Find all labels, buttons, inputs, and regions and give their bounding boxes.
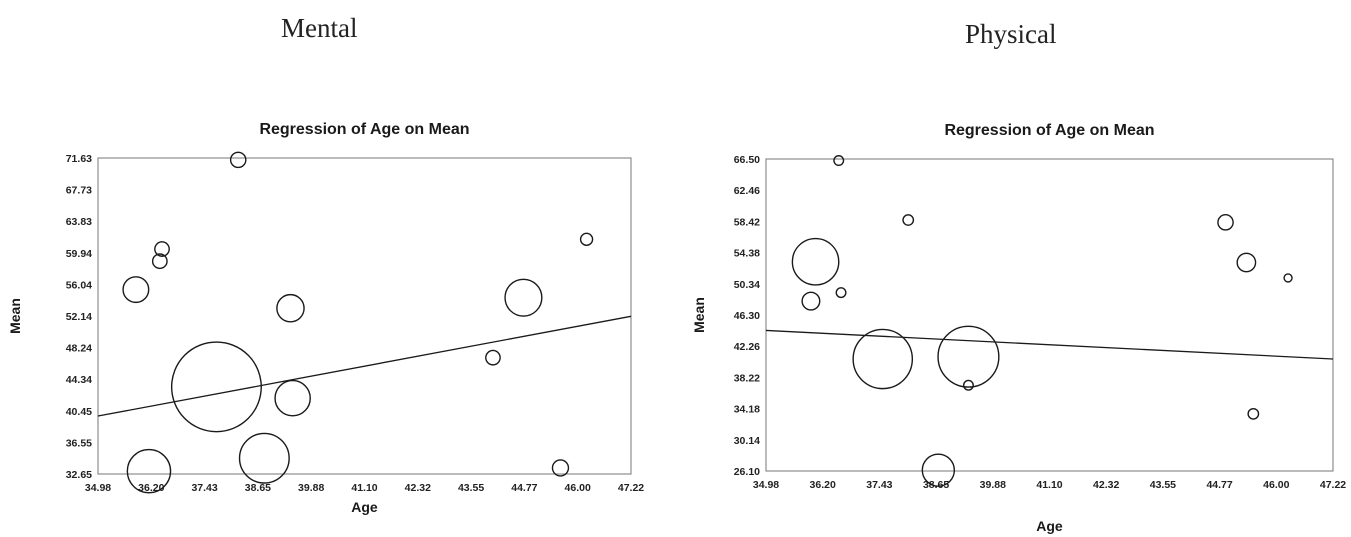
physical-regression-line	[765, 329, 1334, 360]
mental-x-tick-label: 41.10	[351, 482, 377, 494]
mental-y-tick-label: 52.14	[66, 311, 92, 323]
physical-y-tick-label: 54.38	[734, 248, 760, 260]
physical-x-tick-label: 37.43	[866, 479, 892, 491]
physical-data-point	[1283, 273, 1293, 283]
physical-x-tick-label: 44.77	[1206, 479, 1232, 491]
mental-y-tick-label: 40.45	[66, 406, 92, 418]
physical-y-tick-label: 26.10	[734, 466, 760, 478]
mental-y-axis-label: Mean	[7, 298, 23, 334]
physical-heading: Physical	[965, 19, 1057, 49]
mental-regression-line	[97, 315, 632, 417]
physical-x-tick-label: 39.88	[980, 479, 1006, 491]
mental-data-point	[274, 379, 311, 417]
mental-y-tick-label: 59.94	[66, 248, 92, 260]
mental-plot-area	[97, 157, 632, 475]
physical-x-tick-label: 34.98	[753, 479, 779, 491]
physical-x-axis: 34.98 36.20 37.43 38.65 39.88 41.10 42.32 43.55…	[753, 479, 1346, 491]
mental-data-point	[551, 459, 570, 477]
mental-x-tick-label: 38.65	[245, 482, 271, 494]
physical-y-tick-label: 66.50	[734, 154, 760, 166]
mental-x-tick-label: 44.77	[511, 482, 537, 494]
physical-x-tick-label: 43.55	[1150, 479, 1176, 491]
physical-y-tick-label: 46.30	[734, 310, 760, 322]
mental-y-tick-label: 32.65	[66, 469, 92, 481]
physical-x-tick-label: 47.22	[1320, 479, 1346, 491]
physical-y-tick-label: 58.42	[734, 216, 760, 228]
mental-x-tick-label: 37.43	[191, 482, 217, 494]
mental-data-point	[504, 278, 543, 317]
physical-x-tick-label: 36.20	[810, 479, 836, 491]
physical-data-point	[1217, 214, 1234, 231]
physical-x-tick-label: 42.32	[1093, 479, 1119, 491]
mental-data-point	[229, 151, 247, 169]
physical-data-point	[852, 328, 914, 390]
mental-heading: Mental	[281, 13, 358, 43]
physical-y-tick-label: 62.46	[734, 185, 760, 197]
mental-data-point	[238, 432, 290, 484]
physical-data-point	[835, 287, 847, 299]
mental-data-point	[485, 349, 501, 366]
mental-y-tick-label: 36.55	[66, 437, 92, 449]
physical-x-tick-label: 41.10	[1036, 479, 1062, 491]
physical-x-tick-label: 46.00	[1263, 479, 1289, 491]
mental-data-point	[170, 341, 262, 433]
physical-data-point	[1236, 252, 1257, 273]
mental-x-tick-label: 42.32	[405, 482, 431, 494]
physical-y-tick-label: 42.26	[734, 341, 760, 353]
physical-data-point	[962, 379, 974, 391]
physical-y-axis: 26.10 30.14 34.18 38.22 42.26 46.30 50.34 54.38…	[734, 154, 760, 478]
mental-x-tick-label: 47.22	[618, 482, 644, 494]
mental-y-axis: 32.65 36.55 40.45 44.34 48.24 52.14 56.04 59.94…	[66, 153, 92, 481]
mental-bubbles	[122, 151, 594, 494]
mental-chart-title: Regression of Age on Mean	[259, 121, 469, 138]
mental-y-tick-label: 67.73	[66, 185, 92, 197]
mental-x-tick-label: 43.55	[458, 482, 484, 494]
mental-data-point	[151, 253, 168, 270]
mental-x-tick-label: 34.98	[85, 482, 111, 494]
mental-y-tick-label: 63.83	[66, 216, 92, 228]
mental-data-point	[579, 232, 594, 247]
physical-bubbles	[791, 155, 1293, 487]
physical-y-tick-label: 38.22	[734, 372, 760, 384]
physical-data-point	[902, 214, 915, 226]
physical-chart-title: Regression of Age on Mean	[944, 122, 1154, 139]
mental-data-point	[276, 293, 305, 323]
physical-y-axis-label: Mean	[691, 297, 707, 333]
physical-data-point	[921, 453, 956, 487]
physical-data-point	[937, 325, 1000, 388]
mental-data-point	[122, 276, 150, 304]
mental-data-point	[126, 448, 172, 494]
physical-x-axis-label: Age	[1036, 518, 1063, 534]
mental-data-point	[154, 241, 170, 257]
mental-x-axis: 34.98 36.20 37.43 38.65 39.88 41.10 42.32 43.55…	[85, 482, 644, 494]
mental-x-tick-label: 46.00	[565, 482, 591, 494]
physical-data-point	[801, 291, 821, 311]
physical-x-tick-label: 38.65	[923, 479, 949, 491]
physical-y-tick-label: 34.18	[734, 404, 760, 416]
physical-plot-area	[765, 158, 1334, 472]
mental-y-tick-label: 48.24	[66, 343, 92, 355]
mental-y-tick-label: 56.04	[66, 279, 92, 291]
mental-y-tick-label: 44.34	[66, 374, 92, 386]
mental-x-axis-label: Age	[351, 499, 378, 515]
mental-x-tick-label: 39.88	[298, 482, 324, 494]
physical-data-point	[791, 237, 840, 286]
physical-chart: Regression of Age on Mean 34.98 36.20 37.43…	[691, 122, 1346, 534]
mental-y-tick-label: 71.63	[66, 153, 92, 165]
physical-y-tick-label: 30.14	[734, 435, 760, 447]
physical-data-point	[1247, 407, 1260, 420]
physical-data-point	[833, 155, 845, 167]
physical-y-tick-label: 50.34	[734, 279, 760, 291]
